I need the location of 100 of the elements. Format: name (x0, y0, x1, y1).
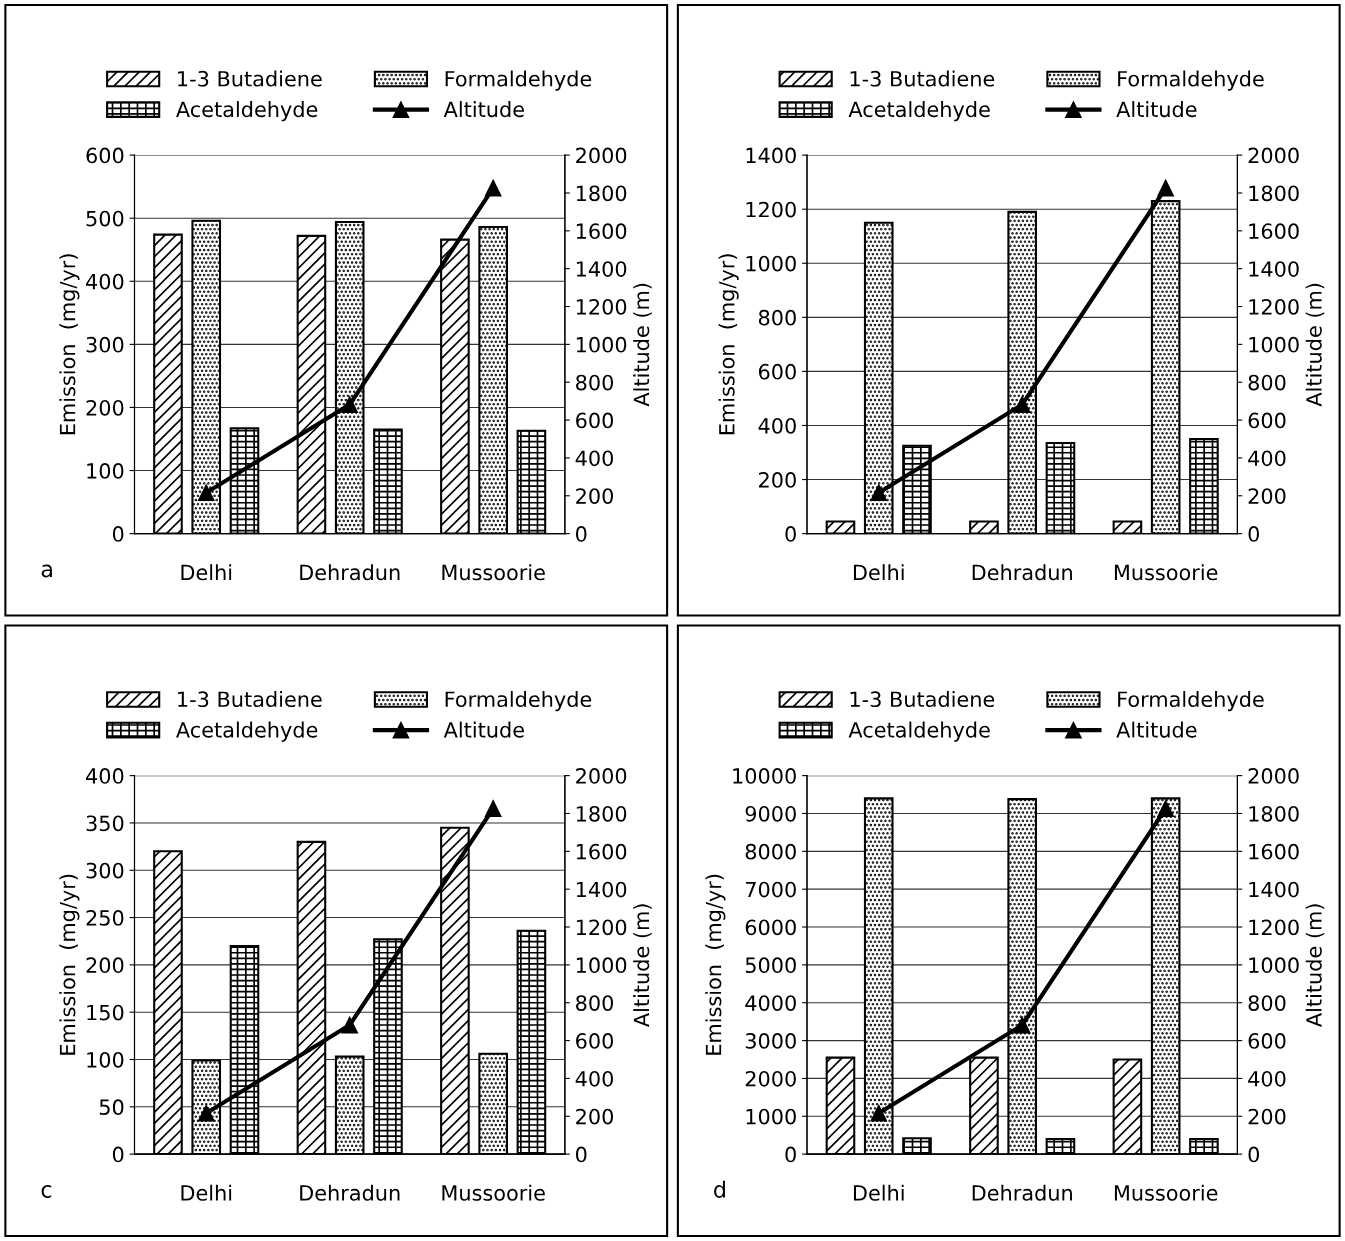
legend-label: Acetaldehyde (176, 101, 318, 122)
y2-tick-label: 0 (1248, 526, 1259, 542)
y-tick-label: 500 (86, 210, 124, 227)
y-tick-label: 50 (99, 1099, 124, 1116)
x-tick-label: Mussoorie (1114, 564, 1218, 581)
y-tick-label: 10000 (733, 768, 796, 784)
legend-label: Altitude (1116, 101, 1197, 118)
y2-tick-label: 1000 (576, 957, 627, 974)
y-tick-label: 600 (758, 363, 796, 380)
y2-tick-label: 1400 (576, 881, 627, 898)
legend-label: 1-3 Butadiene (850, 690, 995, 708)
legend-label: 1-3 Butadiene (178, 70, 322, 87)
x-tick-label: Delhi (181, 564, 232, 581)
legend-label: Acetaldehyde (176, 721, 318, 742)
text: d (714, 1180, 725, 1198)
x-tick-label: Delhi (181, 1184, 232, 1201)
y-tick-label: 1000 (746, 255, 796, 272)
x-tick-label: Dehradun (972, 564, 1072, 581)
x-tick-label: Mussoorie (1114, 1184, 1218, 1201)
y2-tick-label: 1600 (1249, 223, 1299, 240)
text: c (41, 1185, 52, 1198)
legend-label: Formaldehyde (1118, 690, 1264, 712)
y2-axis-title: Altitude (m) (633, 904, 652, 1027)
y-tick-label: 200 (86, 957, 124, 974)
y-tick-label: 3000 (745, 1033, 796, 1049)
y2-tick-label: 200 (576, 1108, 613, 1125)
y-tick-label: 0 (785, 526, 796, 542)
y2-tick-label: 600 (576, 412, 613, 429)
y2-tick-label: 400 (575, 450, 613, 467)
y2-tick-label: 200 (1248, 488, 1286, 504)
y-tick-label: 400 (86, 273, 124, 290)
point (1157, 800, 1175, 817)
y2-tick-label: 400 (1248, 1070, 1286, 1087)
point (484, 179, 502, 197)
x-tick-label: Mussoorie (442, 1184, 545, 1201)
y2-tick-label: 1800 (1249, 185, 1299, 202)
y-tick-label: 7000 (745, 881, 796, 898)
y2-tick-label: 200 (576, 488, 613, 504)
point (1013, 396, 1031, 413)
y2-axis-title: Altitude (m) (1305, 904, 1325, 1027)
legend-label: Acetaldehyde (848, 721, 990, 742)
y-tick-label: 5000 (745, 957, 796, 974)
y-tick-label: 300 (86, 336, 124, 353)
y-tick-label: 1400 (746, 147, 796, 164)
point (870, 1104, 888, 1122)
y-axis-title: Emission (mg/yr) (59, 874, 80, 1055)
y2-tick-label: 1600 (576, 223, 627, 240)
y2-tick-label: 600 (576, 1033, 613, 1049)
y-tick-label: 350 (86, 815, 124, 832)
point (1157, 179, 1175, 197)
y-tick-label: 6000 (745, 919, 796, 936)
y-tick-label: 400 (86, 768, 124, 784)
y2-tick-label: 0 (576, 526, 587, 542)
y2-tick-label: 1200 (1249, 919, 1299, 936)
y-tick-label: 2000 (745, 1070, 796, 1087)
y2-tick-label: 1400 (576, 261, 627, 277)
point (484, 800, 502, 817)
y2-tick-label: 2000 (1248, 147, 1299, 164)
y2-tick-label: 1200 (576, 919, 627, 936)
legend-label: Formaldehyde (445, 70, 592, 91)
y2-tick-label: 2000 (576, 768, 627, 784)
y2-tick-label: 400 (1248, 450, 1286, 467)
y2-tick-label: 0 (1248, 1146, 1259, 1163)
y-tick-label: 0 (112, 526, 124, 542)
x-tick-label: Dehradun (300, 564, 400, 581)
y2-tick-label: 1000 (1249, 336, 1299, 353)
y-tick-label: 1000 (746, 1108, 796, 1125)
point (197, 484, 215, 502)
legend-label: Altitude (443, 101, 524, 118)
text: a (41, 564, 52, 578)
y-tick-label: 0 (112, 1146, 124, 1163)
y-tick-label: 800 (758, 309, 796, 326)
y-tick-label: 300 (86, 862, 124, 879)
y2-tick-label: 1800 (576, 805, 627, 822)
y2-tick-label: 400 (575, 1070, 613, 1087)
y2-tick-label: 2000 (576, 147, 627, 164)
y-axis-title: Emission (mg/yr) (705, 874, 726, 1055)
legend-label: 1-3 Butadiene (178, 690, 322, 708)
y-tick-label: 8000 (745, 843, 796, 860)
y-axis-title: Emission (mg/yr) (718, 254, 739, 435)
y-tick-label: 1200 (746, 201, 796, 218)
y2-tick-label: 800 (576, 995, 613, 1011)
y2-tick-label: 1000 (1249, 957, 1299, 974)
point (1013, 1016, 1031, 1034)
legend-label: Formaldehyde (445, 690, 592, 712)
x-tick-label: Delhi (853, 1184, 904, 1201)
point (341, 396, 359, 413)
y-axis-title: Emission (mg/yr) (59, 254, 80, 435)
x-tick-label: Dehradun (972, 1184, 1072, 1201)
y2-tick-label: 2000 (1248, 768, 1299, 784)
y-tick-label: 0 (785, 1146, 796, 1163)
x-tick-label: Delhi (853, 564, 904, 581)
point (870, 484, 888, 502)
y2-axis-title: Altitude (m) (1305, 283, 1325, 407)
point (197, 1104, 215, 1122)
y2-tick-label: 0 (576, 1146, 587, 1163)
y-tick-label: 100 (87, 463, 124, 479)
y2-tick-label: 1600 (576, 843, 627, 860)
y-tick-label: 200 (759, 472, 796, 488)
legend-label: Formaldehyde (1118, 70, 1264, 91)
